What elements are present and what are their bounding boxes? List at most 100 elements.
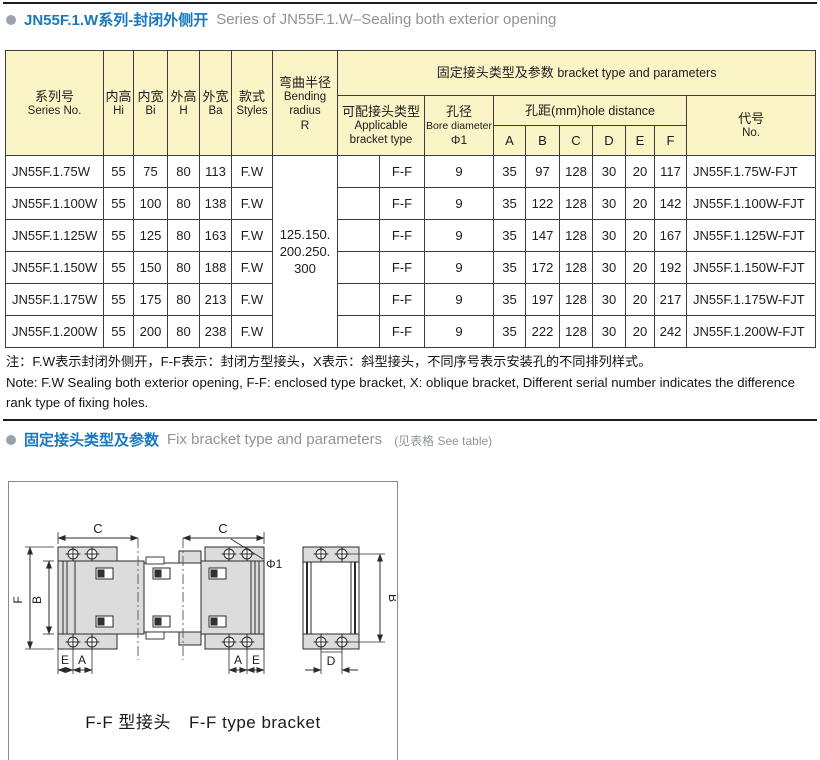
cell-b: 147 [525,219,560,252]
dimension-ea-bottom-left: E A [57,649,93,674]
col-header-styles: 款式 Styles [231,50,273,156]
cell-c: 128 [559,283,593,316]
cell-a: 35 [493,219,526,252]
cell-hi: 55 [103,219,134,252]
cell-e: 20 [625,187,655,220]
cell-d: 30 [592,315,626,348]
cell-bracket: F-F [379,251,425,284]
section2-heading: 固定接头类型及参数 Fix bracket type and parameter… [6,429,492,450]
cell-ba: 138 [199,187,232,220]
col-header-hi: 内高 Hi [103,50,134,156]
cell-f: 192 [654,251,687,284]
cell-d: 30 [592,155,626,188]
col-header-bending-radius: 弯曲半径 Bending radius R [272,50,338,156]
cell-f: 167 [654,219,687,252]
cell-ba: 163 [199,219,232,252]
svg-text:B: B [30,596,44,604]
section2-title-en: Fix bracket type and parameters [167,431,383,448]
col-header-hole-e: E [625,125,655,156]
diagram-caption-en: F-F type bracket [188,713,321,732]
bracket-diagram-box: C C Φ1 F [8,481,400,760]
col-header-hole-distance: 孔距(mm)hole distance [493,95,687,126]
svg-text:C: C [93,521,102,536]
cell-series: JN55F.1.75W [5,155,104,188]
cell-c: 128 [559,187,593,220]
cell-c: 128 [559,155,593,188]
cell-b: 172 [525,251,560,284]
cell-code: JN55F.1.125W-FJT [685,219,817,252]
cell-a: 35 [493,251,526,284]
cell-bracket-spacer [337,155,380,188]
section-divider-rule [3,419,817,421]
col-header-hole-f: F [654,125,687,156]
cell-h: 80 [167,251,200,284]
note-zh: 注：F.W表示封闭外侧开，F-F表示：封闭方型接头，X表示：斜型接头，不同序号表… [6,354,652,369]
svg-text:Φ1: Φ1 [266,557,283,571]
cell-ba: 188 [199,251,232,284]
cell-h: 80 [167,315,200,348]
bullet-icon [6,14,16,25]
cell-bracket-spacer [337,187,380,220]
svg-text:C: C [218,521,227,536]
cell-d: 30 [592,283,626,316]
table-row: JN55F.1.175W 55 175 80 213 F.W F-F 9 35 … [5,283,817,316]
svg-text:E: E [252,653,260,667]
cell-h: 80 [167,155,200,188]
dimension-c-right: C [182,521,265,544]
cell-b: 97 [525,155,560,188]
cell-bracket-spacer [337,219,380,252]
cell-b: 197 [525,283,560,316]
cell-hi: 55 [103,315,134,348]
cell-bore: 9 [424,219,494,252]
table-row: JN55F.1.200W 55 200 80 238 F.W F-F 9 35 … [5,315,817,348]
col-header-applicable-bracket: 可配接头类型 Applicable bracket type [337,95,425,156]
cell-e: 20 [625,251,655,284]
cell-e: 20 [625,283,655,316]
diagram-caption: F-F 型接头 F-F type bracket [9,708,397,733]
cell-bracket-spacer [337,315,380,348]
table-row: JN55F.1.100W 55 100 80 138 F.W F-F 9 35 … [5,187,817,220]
left-assembly [57,546,265,650]
cell-bending-radius-merged: 125.150. 200.250. 300 [272,155,338,348]
cell-b: 222 [525,315,560,348]
cell-bracket-spacer [337,251,380,284]
cell-hi: 55 [103,251,134,284]
cell-bracket: F-F [379,219,425,252]
cell-e: 20 [625,219,655,252]
cell-style: F.W [231,219,273,252]
cell-bore: 9 [424,155,494,188]
cell-bracket: F-F [379,283,425,316]
cell-h: 80 [167,219,200,252]
cell-bore: 9 [424,315,494,348]
cell-d: 30 [592,219,626,252]
cell-code: JN55F.1.100W-FJT [685,187,817,220]
cell-e: 20 [625,155,655,188]
cell-e: 20 [625,315,655,348]
cell-hi: 55 [103,187,134,220]
col-header-bi: 内宽 Bi [133,50,168,156]
col-header-hole-d: D [592,125,626,156]
bracket-diagram: C C Φ1 F [11,521,400,674]
cell-series: JN55F.1.125W [5,219,104,252]
top-rule [3,2,817,4]
table-row: JN55F.1.150W 55 150 80 188 F.W F-F 9 35 … [5,251,817,284]
cell-code: JN55F.1.75W-FJT [685,155,817,188]
col-header-h: 外高 H [167,50,200,156]
bullet-icon [6,434,16,445]
diagram-caption-zh: F-F 型接头 [85,713,171,732]
centerlines [137,538,184,660]
section2-title-zh: 固定接头类型及参数 [24,432,160,449]
cell-bi: 125 [133,219,168,252]
cell-bi: 175 [133,283,168,316]
cell-bore: 9 [424,283,494,316]
cell-f: 217 [654,283,687,316]
cell-bracket-spacer [337,283,380,316]
cell-a: 35 [493,155,526,188]
section1-heading: JN55F.1.W系列-封闭外侧开 Series of JN55F.1.W–Se… [6,9,556,30]
dimension-b-right: B [349,553,400,643]
cell-c: 128 [559,251,593,284]
col-header-ba: 外宽 Ba [199,50,232,156]
cell-style: F.W [231,251,273,284]
cell-style: F.W [231,187,273,220]
